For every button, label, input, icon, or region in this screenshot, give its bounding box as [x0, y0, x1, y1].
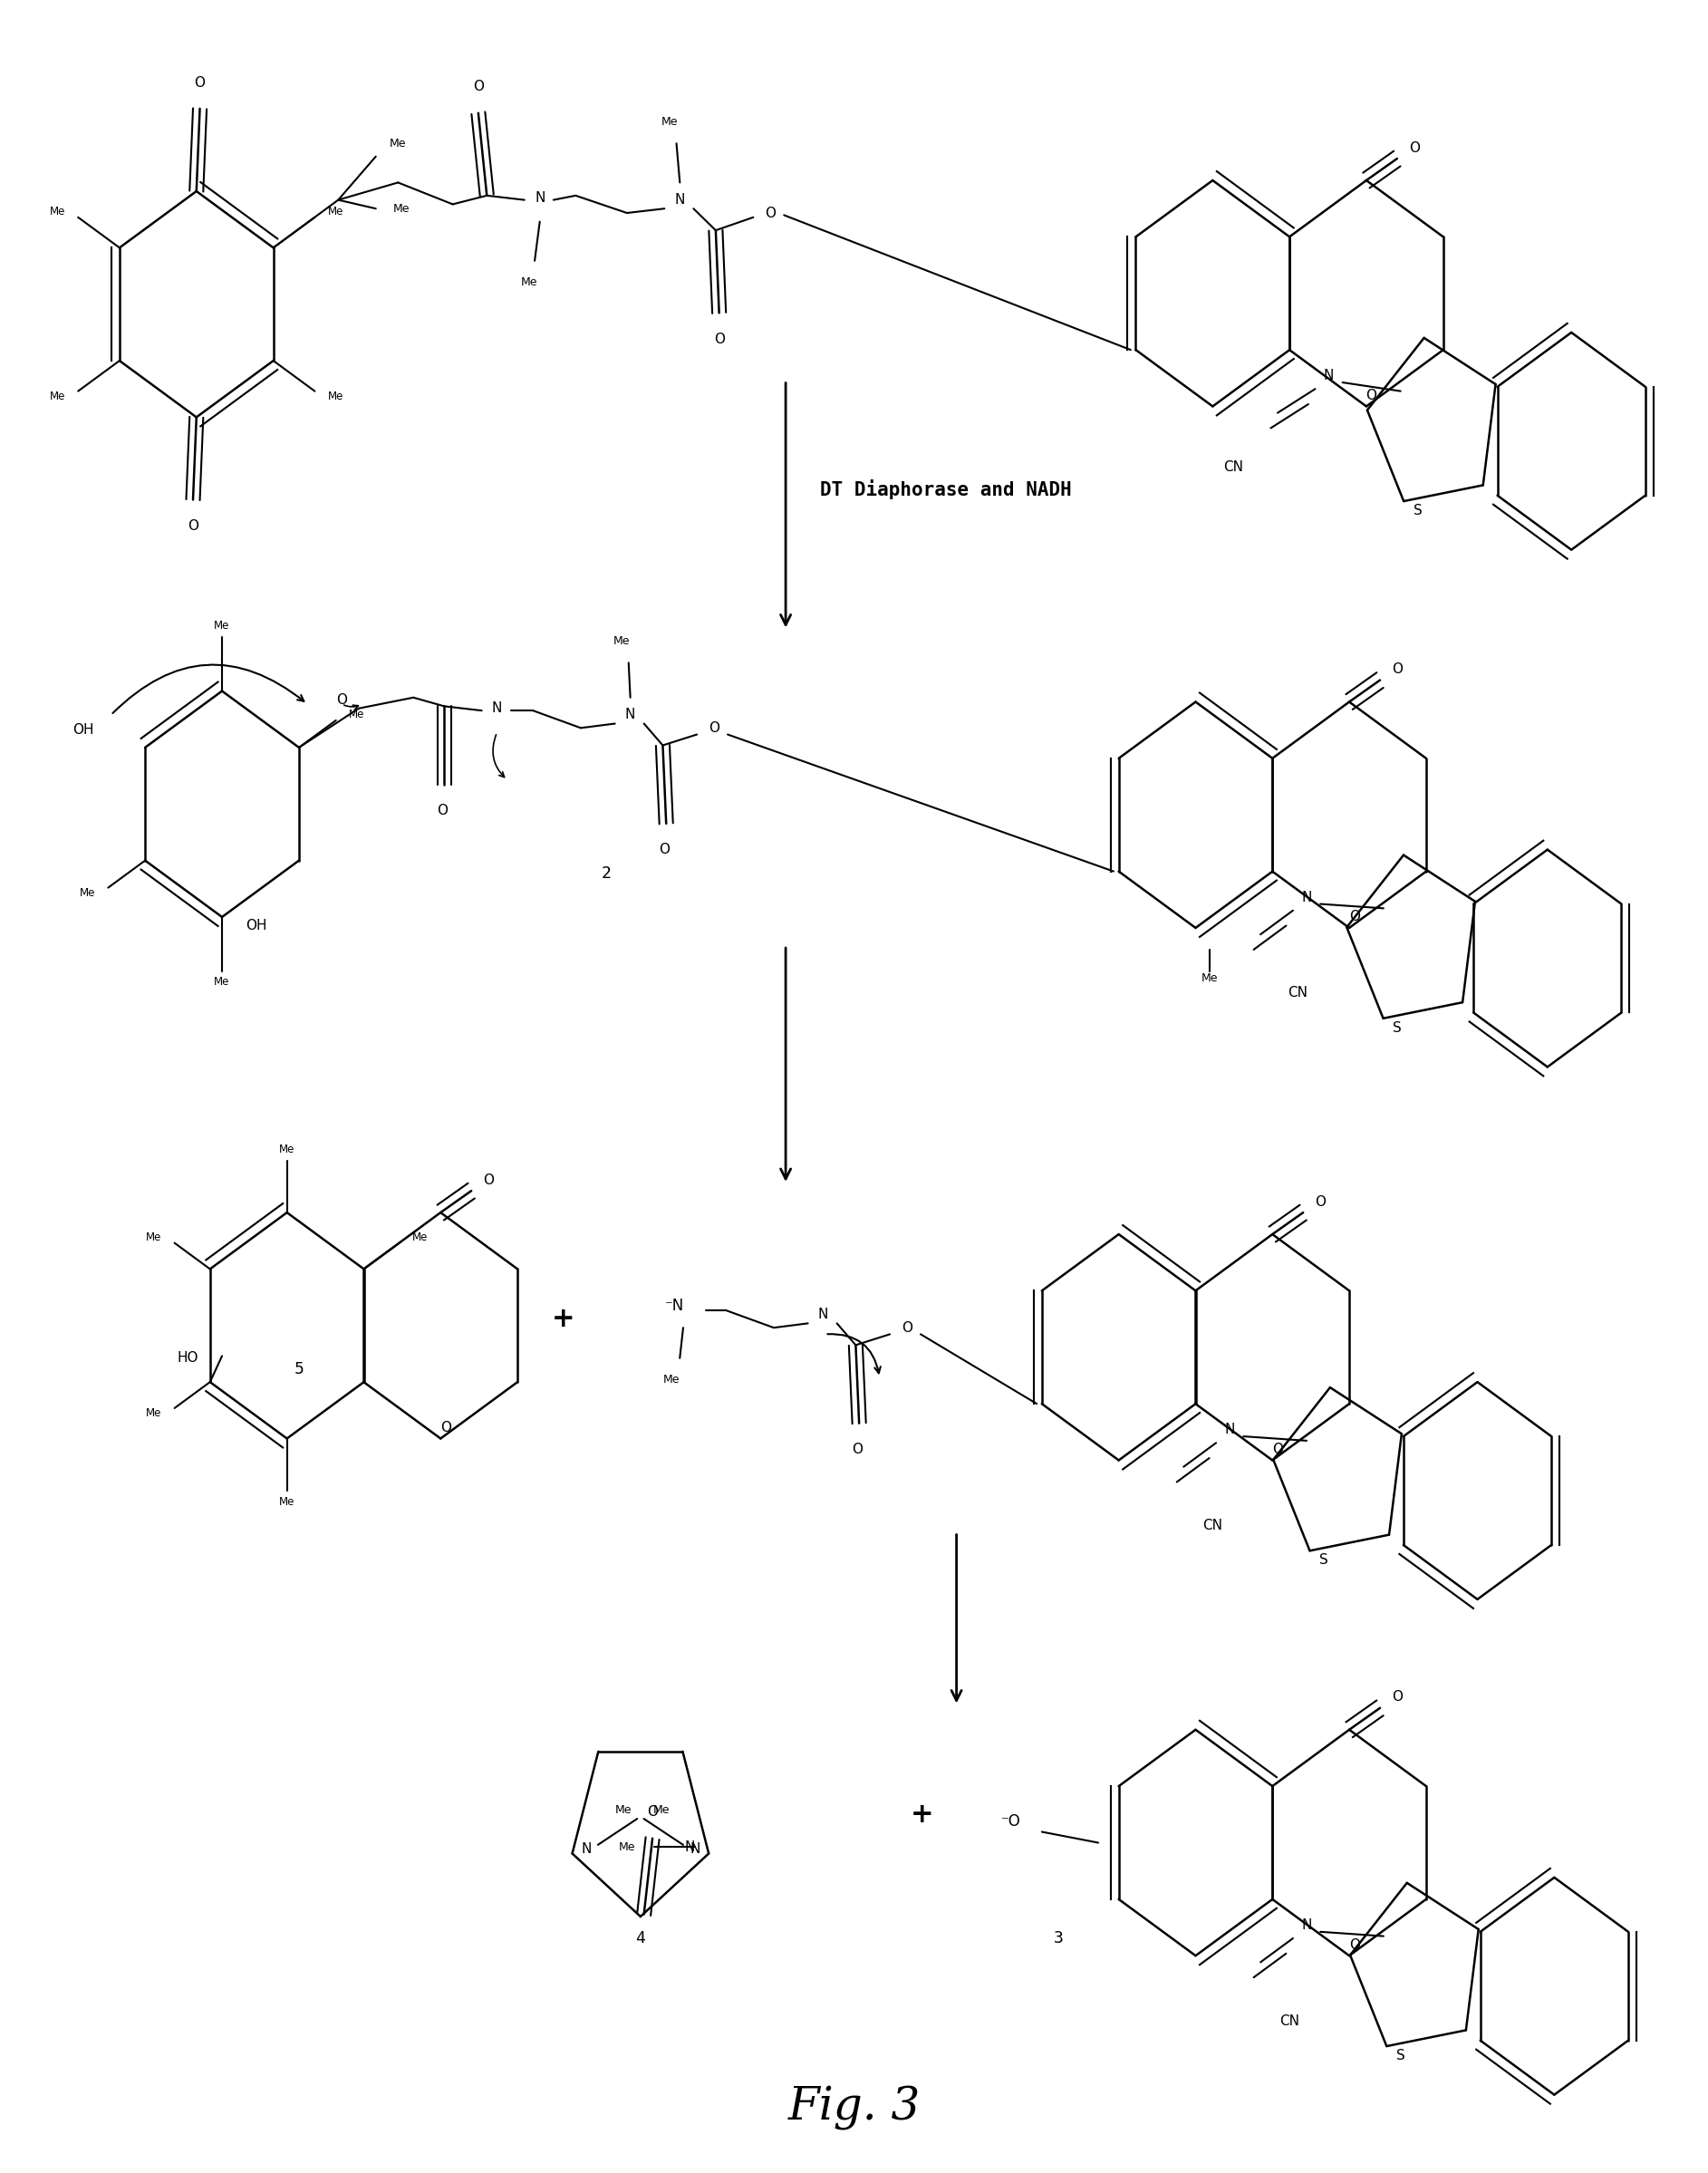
- Text: Me: Me: [348, 708, 364, 721]
- Text: N: N: [1301, 891, 1312, 904]
- Text: ⁻O: ⁻O: [1001, 1812, 1021, 1830]
- Text: O: O: [765, 206, 775, 219]
- Text: CN: CN: [1279, 2014, 1300, 2027]
- Text: N: N: [492, 702, 502, 715]
- Text: O: O: [437, 804, 447, 817]
- Text: Me: Me: [214, 976, 231, 989]
- Text: CN: CN: [1288, 987, 1308, 1000]
- Text: Me: Me: [615, 1804, 632, 1817]
- Text: 4: 4: [635, 1930, 646, 1947]
- Text: N: N: [1225, 1423, 1235, 1436]
- Text: OH: OH: [246, 919, 266, 932]
- Text: 3: 3: [1054, 1930, 1064, 1947]
- Text: O: O: [709, 721, 719, 734]
- Text: O: O: [1315, 1195, 1325, 1208]
- Text: Me: Me: [389, 137, 407, 150]
- Text: Me: Me: [412, 1232, 429, 1243]
- Text: Me: Me: [663, 1373, 680, 1386]
- Text: S: S: [1413, 504, 1423, 517]
- FancyArrowPatch shape: [494, 734, 504, 778]
- Text: N: N: [685, 1841, 695, 1854]
- Text: O: O: [483, 1173, 494, 1186]
- Text: Me: Me: [1201, 971, 1218, 984]
- Text: O: O: [1409, 141, 1419, 154]
- Text: DT Diaphorase and NADH: DT Diaphorase and NADH: [820, 478, 1071, 500]
- Text: O: O: [659, 843, 670, 856]
- Text: CN: CN: [1202, 1519, 1223, 1532]
- FancyArrowPatch shape: [343, 704, 359, 711]
- Text: O: O: [1366, 389, 1377, 402]
- Text: Me: Me: [521, 276, 538, 289]
- Text: N: N: [581, 1843, 591, 1856]
- Text: +: +: [910, 1801, 934, 1827]
- Text: O: O: [336, 693, 347, 706]
- Text: O: O: [1349, 910, 1360, 924]
- Text: N: N: [625, 708, 635, 721]
- Text: Me: Me: [652, 1804, 670, 1817]
- Text: Me: Me: [328, 206, 343, 217]
- Text: O: O: [852, 1443, 863, 1456]
- Text: Me: Me: [145, 1232, 162, 1243]
- Text: S: S: [1395, 2049, 1406, 2062]
- Text: O: O: [473, 80, 483, 93]
- Text: N: N: [675, 193, 685, 206]
- Text: Me: Me: [214, 619, 231, 632]
- Text: Me: Me: [80, 887, 96, 900]
- FancyArrowPatch shape: [113, 665, 304, 713]
- Text: O: O: [195, 76, 205, 89]
- Text: O: O: [1392, 1691, 1402, 1704]
- Text: O: O: [1272, 1443, 1283, 1456]
- Text: Me: Me: [328, 391, 343, 402]
- Text: N: N: [690, 1843, 700, 1856]
- Text: Me: Me: [50, 391, 65, 402]
- Text: S: S: [1319, 1554, 1329, 1567]
- Text: N: N: [1301, 1919, 1312, 1932]
- Text: ⁻N: ⁻N: [664, 1297, 685, 1315]
- Text: CN: CN: [1223, 461, 1243, 474]
- Text: +: +: [552, 1306, 576, 1332]
- Text: O: O: [647, 1806, 658, 1819]
- Text: Me: Me: [393, 202, 410, 215]
- Text: O: O: [714, 332, 724, 346]
- FancyArrowPatch shape: [827, 1334, 881, 1373]
- Text: Me: Me: [661, 115, 678, 128]
- Text: Me: Me: [278, 1143, 295, 1156]
- Text: 2: 2: [601, 865, 611, 882]
- Text: 5: 5: [294, 1360, 304, 1378]
- Text: O: O: [1392, 663, 1402, 676]
- Text: N: N: [818, 1308, 828, 1321]
- Text: Me: Me: [50, 206, 65, 217]
- Text: Me: Me: [618, 1841, 635, 1854]
- Text: HO: HO: [178, 1352, 198, 1365]
- Text: N: N: [535, 191, 545, 204]
- Text: OH: OH: [72, 724, 94, 737]
- Text: Me: Me: [613, 635, 630, 648]
- Text: O: O: [441, 1421, 451, 1434]
- Text: O: O: [1349, 1938, 1360, 1951]
- Text: O: O: [188, 519, 198, 532]
- Text: O: O: [902, 1321, 912, 1334]
- Text: N: N: [1324, 369, 1334, 382]
- Text: Fig. 3: Fig. 3: [787, 2086, 921, 2130]
- Text: Me: Me: [278, 1495, 295, 1508]
- Text: S: S: [1392, 1021, 1402, 1034]
- Text: Me: Me: [145, 1408, 162, 1419]
